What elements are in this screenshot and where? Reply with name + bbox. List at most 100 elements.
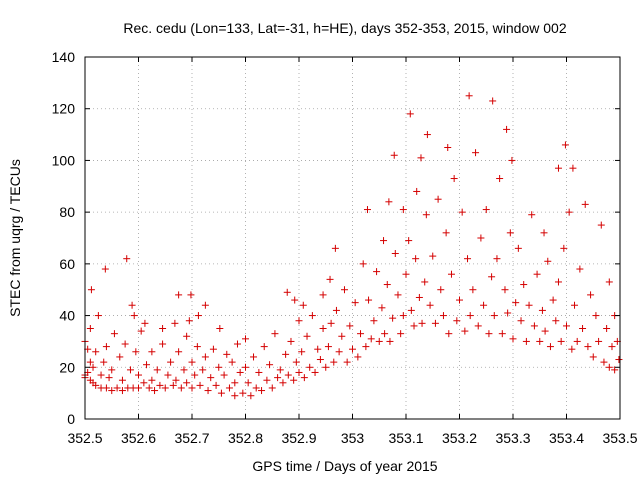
data-point: [132, 348, 140, 356]
data-point: [242, 363, 249, 371]
data-point: [422, 211, 430, 219]
data-point: [597, 221, 605, 229]
data-point: [140, 379, 148, 387]
data-point: [89, 363, 97, 371]
data-point: [121, 340, 129, 348]
data-point: [464, 255, 472, 263]
data-point: [244, 379, 252, 387]
data-point: [546, 343, 554, 351]
data-point: [126, 366, 134, 374]
data-point: [306, 363, 314, 371]
data-point: [397, 330, 405, 338]
data-point: [349, 345, 356, 353]
data-point: [445, 330, 453, 338]
y-axis: 0 20 40 60 80 100 120 140: [52, 49, 620, 427]
y-tick-label: 120: [52, 101, 76, 117]
data-point: [316, 356, 324, 364]
data-point: [365, 296, 373, 304]
data-point: [522, 337, 530, 345]
data-point: [274, 374, 282, 382]
data-point: [185, 317, 193, 325]
data-point: [258, 387, 266, 395]
data-point: [417, 154, 425, 162]
data-point: [367, 335, 375, 343]
data-point: [175, 291, 183, 299]
data-point: [587, 291, 595, 299]
data-point: [169, 381, 177, 389]
data-point: [153, 366, 161, 374]
data-point: [196, 381, 204, 389]
data-point: [439, 312, 447, 320]
data-point: [565, 208, 573, 216]
data-point: [423, 131, 431, 139]
data-point: [171, 319, 179, 327]
data-point: [239, 389, 247, 397]
data-point: [608, 343, 616, 351]
data-point: [503, 125, 511, 133]
data-point: [172, 376, 180, 384]
data-point: [180, 366, 188, 374]
data-point: [407, 306, 415, 314]
data-point: [351, 299, 359, 307]
data-point: [177, 384, 185, 392]
data-point: [489, 97, 497, 105]
data-point: [399, 206, 407, 214]
data-point: [343, 358, 351, 366]
data-point: [292, 358, 300, 366]
data-point: [92, 381, 100, 389]
data-point: [520, 281, 528, 289]
data-point: [130, 312, 138, 320]
data-point: [188, 384, 196, 392]
data-point: [331, 244, 339, 252]
grid: [85, 57, 620, 419]
data-point: [493, 255, 501, 263]
data-point: [212, 381, 220, 389]
data-point: [175, 348, 183, 356]
x-tick-label: 352.6: [121, 430, 156, 446]
data-point: [201, 353, 209, 361]
data-point: [426, 301, 434, 309]
x-tick-label: 353: [341, 430, 365, 446]
data-point: [263, 376, 271, 384]
data-point: [514, 244, 522, 252]
data-point: [118, 376, 126, 384]
data-point: [279, 379, 287, 387]
x-tick-label: 352.9: [281, 430, 316, 446]
data-point: [442, 229, 450, 237]
data-point: [201, 301, 209, 309]
data-point: [156, 381, 164, 389]
data-point: [434, 195, 442, 203]
data-point: [461, 327, 469, 335]
data-point: [554, 164, 562, 172]
data-point: [319, 325, 327, 332]
data-point: [405, 237, 413, 245]
data-point: [569, 164, 577, 172]
data-point: [389, 314, 397, 322]
data-point: [135, 371, 142, 379]
y-axis-label: STEC from uqrg / TECUs: [7, 159, 23, 317]
data-point: [554, 278, 562, 286]
data-point: [330, 358, 338, 366]
data-point: [135, 384, 142, 392]
data-point: [118, 387, 126, 395]
data-point: [576, 265, 584, 273]
data-points: [81, 92, 623, 400]
data-point: [97, 371, 105, 379]
data-point: [319, 291, 327, 299]
data-point: [194, 312, 202, 320]
data-point: [151, 387, 159, 395]
data-point: [338, 332, 346, 340]
data-point: [474, 322, 482, 330]
data-point: [447, 270, 455, 278]
data-point: [183, 379, 191, 387]
data-point: [291, 296, 299, 304]
data-point: [381, 330, 389, 338]
data-point: [193, 343, 201, 351]
data-point: [549, 296, 557, 304]
data-point: [517, 317, 525, 325]
data-point: [215, 363, 223, 371]
data-point: [509, 335, 517, 343]
data-point: [490, 312, 498, 320]
data-point: [100, 358, 108, 366]
data-point: [326, 275, 334, 283]
